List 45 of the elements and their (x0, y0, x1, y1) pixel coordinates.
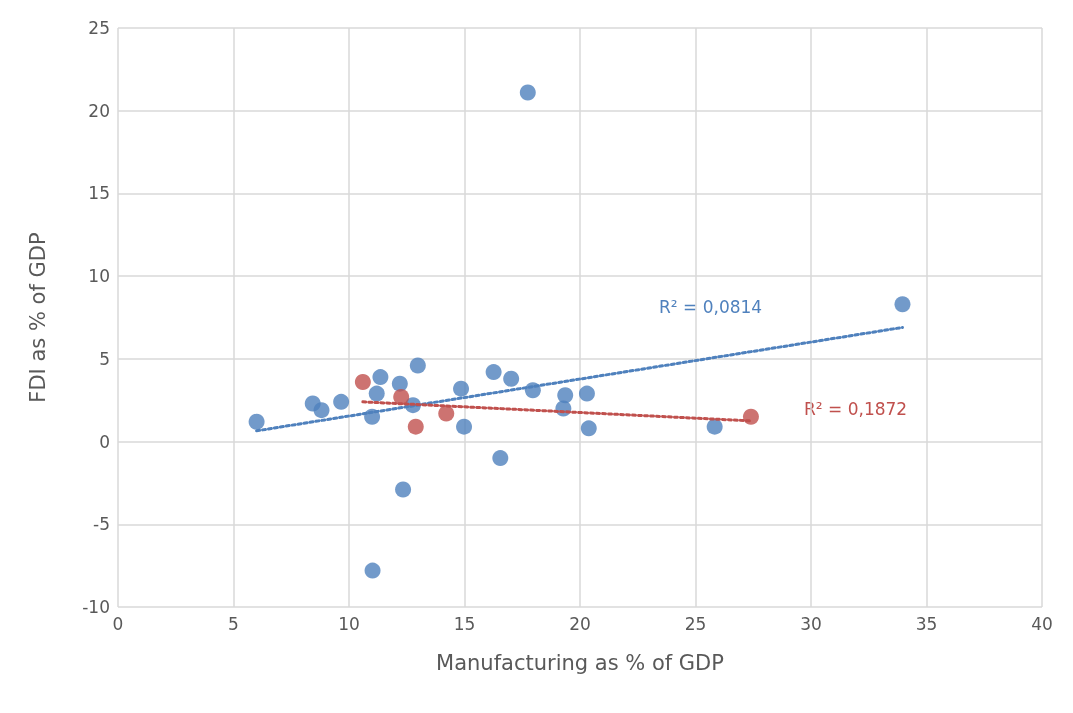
x-tick-label: 20 (569, 613, 591, 634)
y-tick-label: 20 (88, 100, 110, 121)
point (333, 393, 350, 410)
x-tick-label: 30 (800, 613, 822, 634)
point (503, 370, 520, 387)
point (894, 296, 911, 313)
x-axis-title: Manufacturing as % of GDP (436, 650, 724, 675)
point (313, 402, 330, 419)
y-tick-label: -10 (82, 597, 110, 617)
x-tick-label: 15 (453, 613, 476, 634)
point (492, 450, 509, 467)
annotation: R² = 0,0814 (659, 296, 763, 317)
y-tick-label: 5 (99, 348, 110, 369)
y-tick-label: 0 (99, 431, 110, 452)
y-tick-label: -5 (93, 514, 110, 535)
x-tick-label: 35 (915, 613, 938, 634)
point (578, 385, 595, 402)
x-tick-label: 40 (1031, 613, 1053, 634)
x-tick-label: 10 (338, 613, 360, 634)
point (407, 418, 424, 435)
point (248, 413, 265, 430)
annotation: R² = 0,1872 (804, 398, 908, 419)
point (364, 562, 381, 579)
point (557, 387, 574, 404)
point (368, 385, 385, 402)
point (580, 420, 597, 437)
y-axis-title: FDI as % of GDP (25, 232, 50, 403)
point (485, 364, 502, 381)
point (706, 418, 723, 435)
point (453, 380, 470, 397)
y-tick-label: 10 (88, 266, 110, 287)
point (391, 375, 408, 392)
point (395, 481, 412, 498)
y-tick-label: 25 (88, 18, 110, 38)
x-tick-label: 5 (228, 613, 239, 634)
x-tick-label: 0 (112, 613, 124, 634)
point (438, 405, 455, 422)
point (372, 369, 389, 386)
point (456, 418, 473, 435)
y-tick-label: 15 (88, 183, 110, 204)
point (519, 84, 536, 101)
x-tick-label: 25 (684, 613, 707, 634)
point (409, 357, 426, 374)
point (742, 408, 759, 425)
point (354, 374, 371, 391)
